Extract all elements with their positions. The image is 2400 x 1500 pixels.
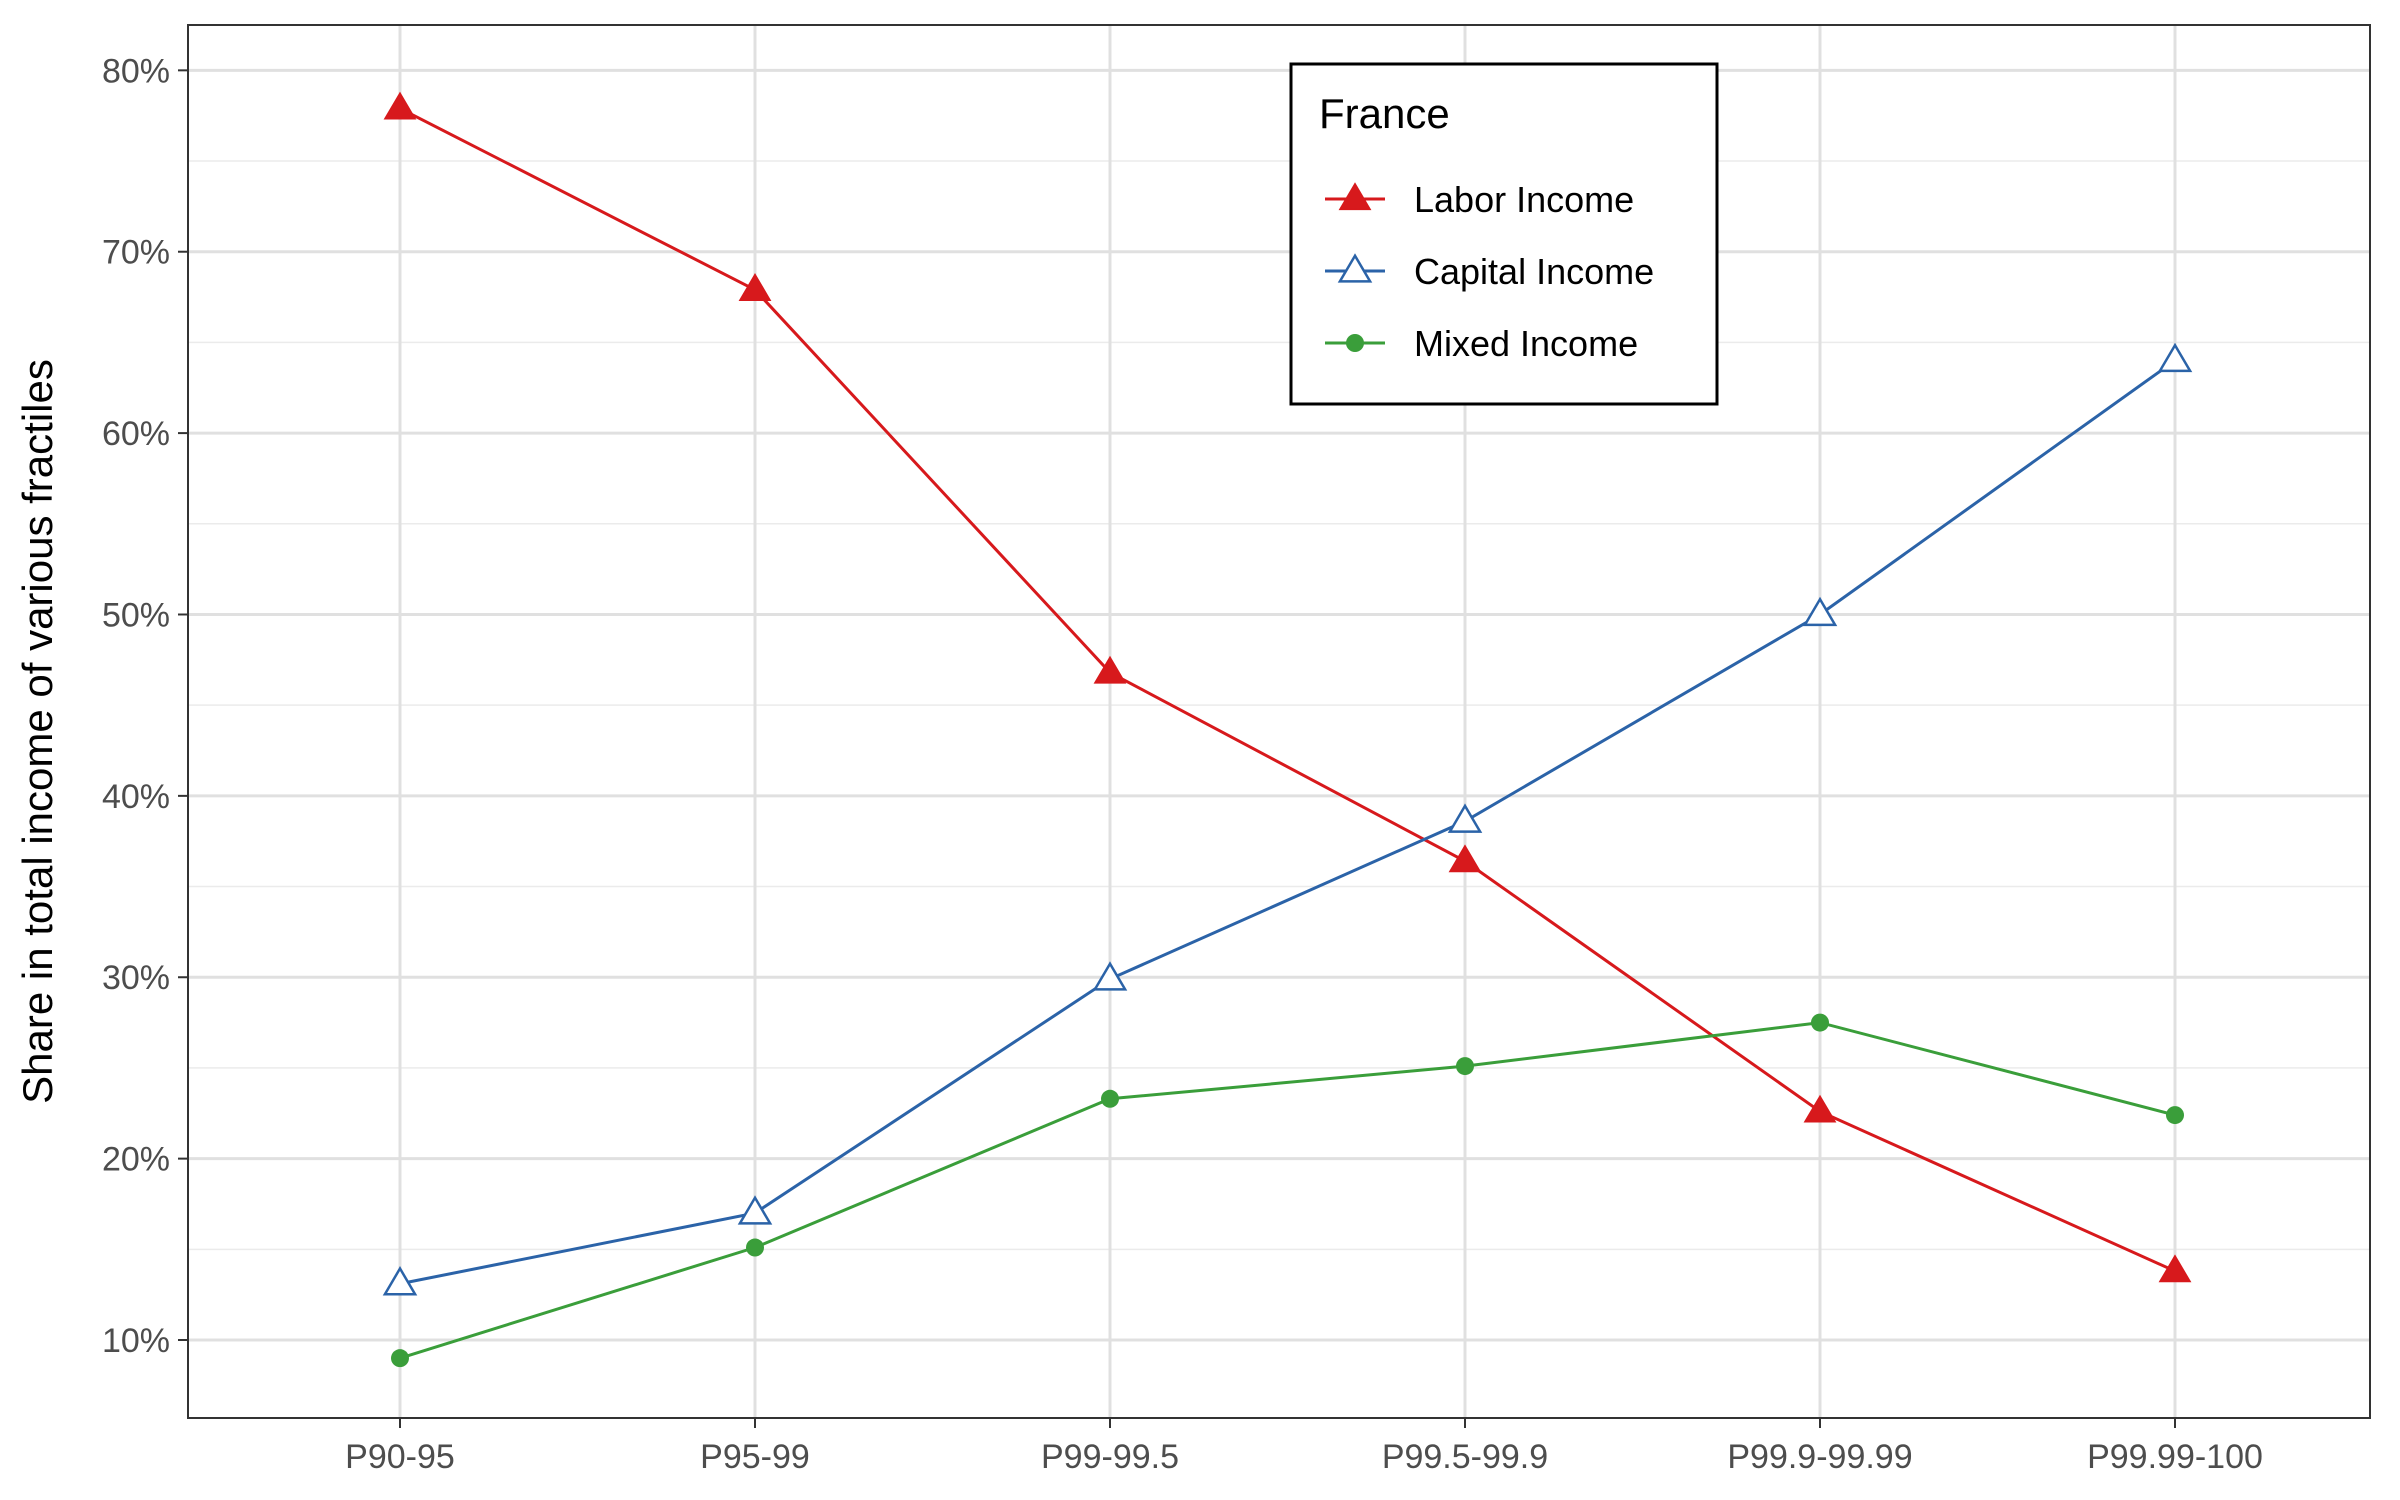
x-tick-label: P99.9-99.99	[1727, 1438, 1912, 1476]
y-tick-label: 40%	[102, 778, 170, 816]
data-point	[391, 1349, 409, 1368]
series-mixed-income	[391, 1013, 2184, 1368]
y-tick-label: 70%	[102, 234, 170, 272]
data-point	[738, 273, 772, 301]
series-layer	[382, 91, 2193, 1368]
data-point	[1101, 1089, 1119, 1108]
legend-label: Labor Income	[1414, 179, 1634, 220]
y-axis: 10% 20% 30% 40% 50% 60% 70% 80%	[102, 52, 188, 1360]
y-tick-label: 60%	[102, 415, 170, 453]
plot-panel-border	[187, 24, 2371, 1419]
legend-key-marker	[1346, 334, 1364, 352]
data-point	[746, 1238, 764, 1257]
series-line	[399, 107, 2176, 1273]
legend-title: France	[1319, 90, 1450, 137]
x-tick-label: P95-99	[700, 1438, 810, 1476]
data-point	[1803, 1094, 1837, 1123]
y-tick-label: 80%	[102, 52, 170, 90]
y-tick-label: 20%	[102, 1141, 170, 1179]
major-gridlines	[188, 25, 2370, 1418]
x-tick-label: P99-99.5	[1041, 1438, 1179, 1476]
x-tick-label: P99.99-100	[2087, 1438, 2263, 1476]
y-tick-label: 30%	[102, 959, 170, 997]
data-point	[1093, 655, 1127, 684]
data-point	[1448, 844, 1482, 873]
legend-label: Capital Income	[1414, 251, 1654, 292]
legend-item: Capital Income	[1325, 251, 1654, 292]
data-point	[1802, 596, 1838, 627]
series-line	[399, 359, 2176, 1286]
legend: France Labor Income Capital Income Mixed I…	[1289, 62, 1719, 406]
legend-key-marker	[1337, 253, 1373, 283]
x-axis: P90-95 P95-99 P99-99.5 P99.5-99.9 P99.9-99.9…	[345, 1418, 2263, 1476]
legend-label: Mixed Income	[1414, 323, 1638, 364]
data-point	[737, 1195, 773, 1225]
data-point	[2157, 342, 2193, 373]
data-point	[1447, 803, 1483, 833]
legend-item: Labor Income	[1325, 179, 1634, 220]
data-point	[1811, 1013, 1829, 1032]
data-point	[382, 1266, 418, 1296]
x-tick-label: P90-95	[345, 1438, 455, 1476]
y-tick-label: 10%	[102, 1322, 170, 1360]
data-point	[1092, 961, 1128, 991]
series-line	[399, 1021, 2176, 1360]
legend-key-marker	[1338, 182, 1372, 211]
y-tick-label: 50%	[102, 596, 170, 634]
data-point	[383, 91, 417, 120]
data-point	[2166, 1106, 2184, 1125]
legend-item: Mixed Income	[1325, 323, 1638, 364]
series-labor-income	[383, 91, 2192, 1283]
legend-items: Labor Income Capital Income Mixed Income	[1325, 179, 1654, 364]
y-axis-title: Share in total income of various fractil…	[14, 359, 61, 1104]
minor-gridlines	[188, 160, 2370, 1251]
data-point	[1456, 1057, 1474, 1076]
data-point	[2158, 1254, 2192, 1283]
series-capital-income	[382, 342, 2193, 1296]
x-tick-label: P99.5-99.9	[1382, 1438, 1548, 1476]
